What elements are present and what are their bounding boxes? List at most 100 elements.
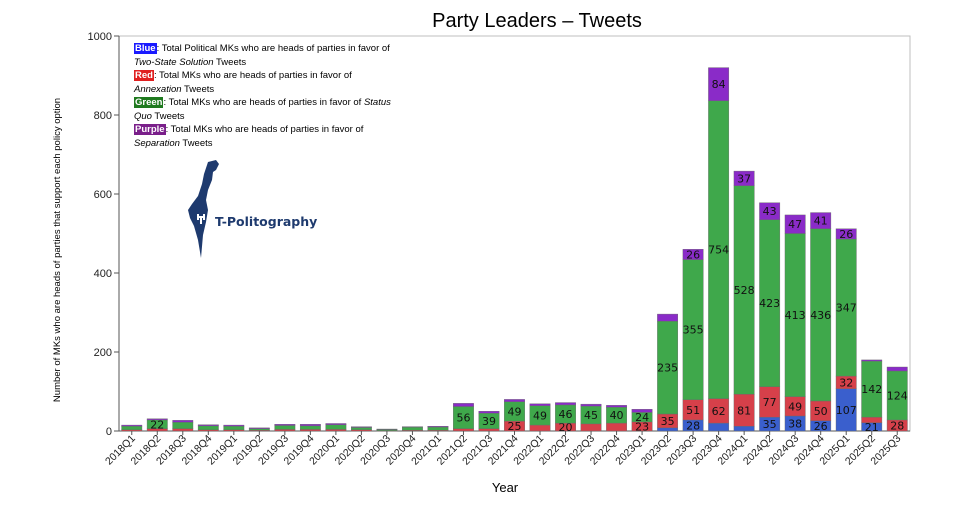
- bar-segment-purple: [248, 427, 270, 429]
- legend-text-green: : Total MKs who are heads of parties in …: [163, 97, 364, 108]
- data-label: 22: [150, 418, 164, 431]
- bar-segment-green: [223, 426, 245, 431]
- bar-segment-purple: [631, 409, 653, 413]
- bar-segment-purple: [682, 249, 704, 260]
- bar-segment-purple: [784, 214, 806, 234]
- data-label: 45: [584, 409, 598, 422]
- data-label: 142: [861, 383, 882, 396]
- data-label: 26: [814, 420, 828, 433]
- data-label: 235: [657, 362, 678, 375]
- bar-segment-purple: [555, 402, 576, 406]
- logo-text: T-Politography: [215, 214, 318, 229]
- bar-segment-blue: [657, 427, 679, 432]
- bar-segment-purple: [835, 228, 857, 240]
- legend-item-red: Red: Total MKs who are heads of parties …: [134, 69, 394, 96]
- legend-emph-blue: Two-State Solution: [134, 56, 214, 68]
- data-label: 49: [508, 405, 522, 418]
- bar-segment-purple: [172, 420, 194, 423]
- bar-segment-green: [197, 425, 219, 431]
- data-label: 46: [559, 408, 573, 421]
- bar-segment-red: [478, 428, 500, 432]
- bar-segment-purple: [402, 426, 423, 428]
- chart-title: Party Leaders – Tweets: [432, 10, 642, 32]
- data-label: 35: [763, 418, 777, 431]
- bar-segment-purple: [274, 424, 296, 426]
- data-label: 423: [759, 297, 780, 310]
- data-label: 41: [814, 215, 828, 228]
- data-label: 23: [635, 420, 649, 433]
- legend-emph-green: Status Quo: [134, 97, 391, 122]
- bar-segment-red: [580, 423, 602, 432]
- bar-segment-purple: [427, 426, 449, 428]
- y-tick-label: 1000: [88, 31, 112, 43]
- bar-segment-purple: [580, 403, 602, 407]
- bar-segment-green: [427, 426, 449, 431]
- y-tick-label: 0: [106, 426, 112, 438]
- y-tick-label: 400: [94, 268, 112, 280]
- legend-suffix-blue: Tweets: [213, 56, 247, 68]
- legend-item-blue: Blue: Total Political MKs who are heads …: [134, 42, 394, 69]
- bar-segment-purple: [478, 411, 500, 414]
- data-label: 21: [865, 421, 879, 434]
- y-tick-label: 800: [94, 110, 112, 122]
- data-label: 28: [890, 419, 904, 432]
- bar-segment-green: [325, 424, 347, 430]
- data-label: 347: [836, 302, 857, 315]
- bar-segment-red: [325, 429, 347, 432]
- bar-segment-purple: [886, 366, 908, 372]
- bar-segment-red: [606, 422, 627, 432]
- data-label: 37: [737, 172, 751, 185]
- chart-legend: Blue: Total Political MKs who are heads …: [134, 42, 394, 150]
- data-label: 32: [839, 376, 853, 389]
- y-tick-label: 200: [94, 347, 112, 359]
- data-label: 355: [683, 324, 704, 337]
- data-label: 77: [763, 396, 777, 409]
- data-label: 20: [559, 421, 573, 434]
- bar-segment-purple: [861, 359, 883, 362]
- data-label: 124: [887, 389, 908, 402]
- legend-tag-blue: Blue: [134, 43, 157, 54]
- bar-segment-blue: [733, 426, 755, 432]
- legend-suffix-green: Tweets: [151, 110, 185, 122]
- x-axis-label: Year: [492, 480, 519, 495]
- bar-segment-red: [172, 428, 194, 432]
- data-label: 35: [661, 415, 675, 428]
- legend-item-purple: Purple: Total MKs who are heads of parti…: [134, 123, 394, 150]
- bar-segment-purple: [504, 399, 525, 402]
- data-label: 25: [508, 420, 522, 433]
- data-label: 413: [785, 309, 806, 322]
- data-label: 40: [610, 409, 624, 422]
- legend-item-green: Green: Total MKs who are heads of partie…: [134, 96, 394, 123]
- legend-text-red: : Total MKs who are heads of parties in …: [153, 70, 352, 81]
- bar-segment-purple: [708, 67, 730, 101]
- bar-segment-green: [248, 428, 270, 431]
- bar-segment-purple: [453, 403, 474, 407]
- data-label: 43: [763, 205, 777, 218]
- data-label: 49: [788, 400, 802, 413]
- y-tick-label: 600: [94, 189, 112, 201]
- bar-segment-green: [350, 427, 372, 431]
- data-label: 26: [839, 228, 853, 241]
- data-label: 50: [814, 405, 828, 418]
- legend-text-blue: : Total Political MKs who are heads of p…: [156, 43, 390, 54]
- bar-segment-purple: [657, 313, 679, 322]
- bar-segment-green: [121, 426, 143, 431]
- legend-suffix-purple: Tweets: [179, 137, 213, 149]
- bar-segment-purple: [325, 423, 347, 425]
- bar-segment-red: [299, 429, 321, 432]
- bar-segment-purple: [376, 428, 398, 430]
- bar-segment-green: [274, 425, 296, 430]
- bar-segment-red: [453, 428, 474, 432]
- legend-emph-red: Annexation: [134, 83, 182, 95]
- bar-segment-red: [861, 416, 883, 423]
- bar-segment-green: [299, 425, 321, 430]
- data-label: 81: [737, 404, 751, 417]
- bar-segment-purple: [733, 170, 755, 186]
- legend-tag-red: Red: [134, 70, 154, 81]
- bar-segment-red: [529, 424, 551, 432]
- bar-segment-purple: [121, 424, 143, 427]
- bar-segment-purple: [299, 424, 321, 427]
- bar-segment-purple: [529, 403, 551, 406]
- bar-segment-purple: [606, 405, 627, 408]
